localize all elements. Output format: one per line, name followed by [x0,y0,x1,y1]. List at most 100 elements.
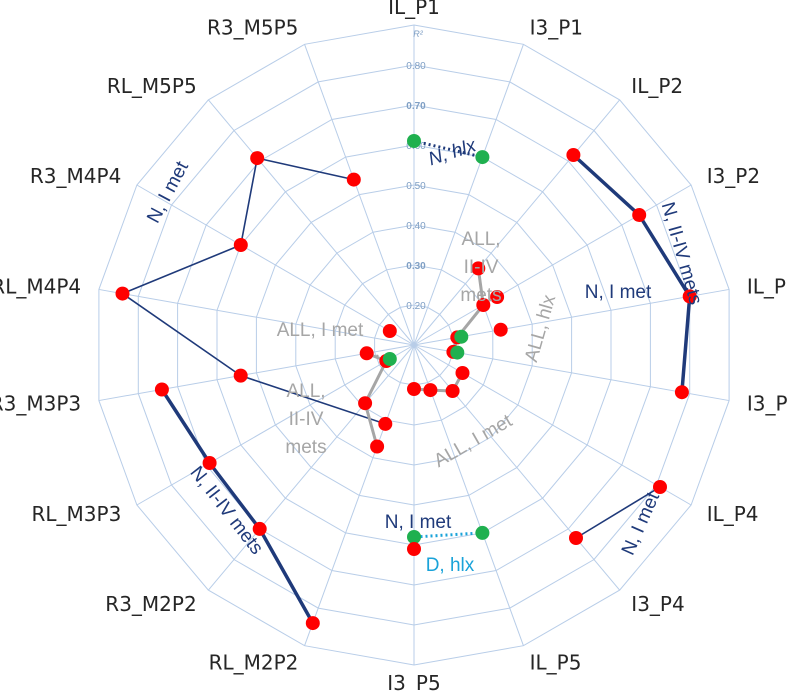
data-point-red [674,385,689,400]
data-point-red [423,383,438,398]
data-point-green [382,352,397,366]
category-label: IL_P1 [388,0,440,19]
data-point-red [490,290,505,304]
radial-tick-label: 0.70 [406,101,426,112]
series-line [121,157,386,425]
category-label: I3_P3 [747,392,787,416]
series-line [366,352,391,361]
series-lines [121,139,692,624]
radar-grid [98,24,730,666]
series-line [160,388,315,624]
category-label: I3_P1 [530,15,583,39]
grid-spoke [136,184,415,346]
annotation-label: mets [285,437,326,458]
radial-tick-label: 0.80 [406,61,426,72]
data-point-red [682,289,697,304]
radial-tick-labels: R²0.200.300.400.500.600.700.80 [406,29,426,312]
annotation-label: II-IV [464,257,499,278]
grid-spoke [413,44,524,346]
grid-spoke [304,44,415,346]
grid-spoke [207,99,415,346]
category-label: R3_M2P2 [105,592,196,616]
category-label: RL_M4P4 [0,274,81,298]
data-point-red [382,324,397,338]
data-point-green [454,329,469,344]
radial-tick-label: 0.50 [406,181,426,192]
radial-tick-label: 0.40 [406,221,426,232]
series-line [363,351,388,447]
category-label: IL_P3 [747,274,787,298]
grid-spoke [136,344,415,506]
category-label: IL_P4 [707,502,759,526]
data-point-red [566,148,581,162]
data-markers [115,134,697,631]
category-label: RL_M2P2 [209,651,299,675]
data-point-red [250,151,265,166]
data-point-red [569,531,583,545]
data-point-red [378,416,393,431]
grid-spoke [413,99,621,346]
data-point-red [493,322,508,337]
radial-axis-title: R² [413,29,423,39]
data-point-red [305,616,320,631]
annotation-label: N, I met [585,282,652,303]
data-point-red [370,439,385,454]
annotation-label: N, I met [385,512,452,533]
category-label: I3_P5 [387,671,440,692]
data-point-red [359,346,374,361]
grid-spoke [98,288,415,346]
data-point-red [632,208,647,222]
data-point-red [407,542,421,556]
annotation-label: ALL, I met [277,320,364,341]
category-label: IL_P5 [530,651,582,675]
data-point-red [233,368,248,383]
series-line [451,268,485,353]
series-line [413,139,483,159]
data-point-red [115,286,130,301]
data-point-red [358,396,373,411]
series-line [575,486,661,539]
category-label: R3_M5P5 [207,15,298,39]
category-label: IL_P2 [631,74,683,98]
grid-spoke [207,344,415,591]
series-line [572,153,692,393]
annotation-label: II-IV [289,409,324,430]
data-point-red [445,384,460,398]
series-line [413,531,483,539]
annotation-label: ALL, [461,229,500,250]
annotation-label: mets [460,285,501,306]
category-label: RL_M3P3 [31,502,121,526]
category-label: RL_M5P5 [107,74,197,98]
data-point-red [202,456,217,470]
data-point-green [450,345,465,360]
data-point-red [476,298,491,312]
radial-tick-label: 0.30 [406,261,426,272]
data-point-green [475,525,490,540]
data-point-green [475,150,490,165]
data-point-red [407,382,421,396]
annotation-label: N, II-IV mets [186,463,268,559]
category-label: I3_P2 [707,164,760,188]
annotation-label: D, hlx [426,555,475,576]
data-point-red [154,382,169,397]
data-point-green [407,134,421,148]
data-point-red [233,238,248,252]
category-label: R3_M4P4 [30,164,121,188]
radial-tick-label: 0.20 [406,301,426,312]
category-label: I3_P4 [631,592,684,616]
data-point-red [471,261,486,276]
grid-spoke [304,344,415,646]
series-line [413,372,464,393]
annotation-label: N, hlx [426,135,480,170]
annotation-label: ALL, hlx [521,292,560,364]
data-point-red [252,521,267,536]
data-point-red [653,480,667,494]
annotation-label: ALL, [286,381,325,402]
data-point-red [455,366,470,380]
data-point-red [346,172,361,187]
category-label: R3_M3P3 [0,392,81,416]
data-point-green [407,530,421,544]
